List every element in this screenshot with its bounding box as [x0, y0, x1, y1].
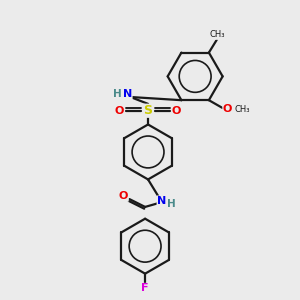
Text: S: S	[143, 104, 152, 117]
Text: O: O	[172, 106, 181, 116]
Text: H: H	[113, 89, 122, 99]
Text: N: N	[123, 89, 132, 99]
Text: F: F	[141, 284, 149, 293]
Text: N: N	[157, 196, 167, 206]
Text: O: O	[223, 104, 232, 114]
Text: O: O	[119, 191, 128, 201]
Text: CH₃: CH₃	[234, 104, 250, 113]
Text: CH₃: CH₃	[210, 30, 226, 39]
Text: O: O	[115, 106, 124, 116]
Text: H: H	[167, 199, 176, 209]
